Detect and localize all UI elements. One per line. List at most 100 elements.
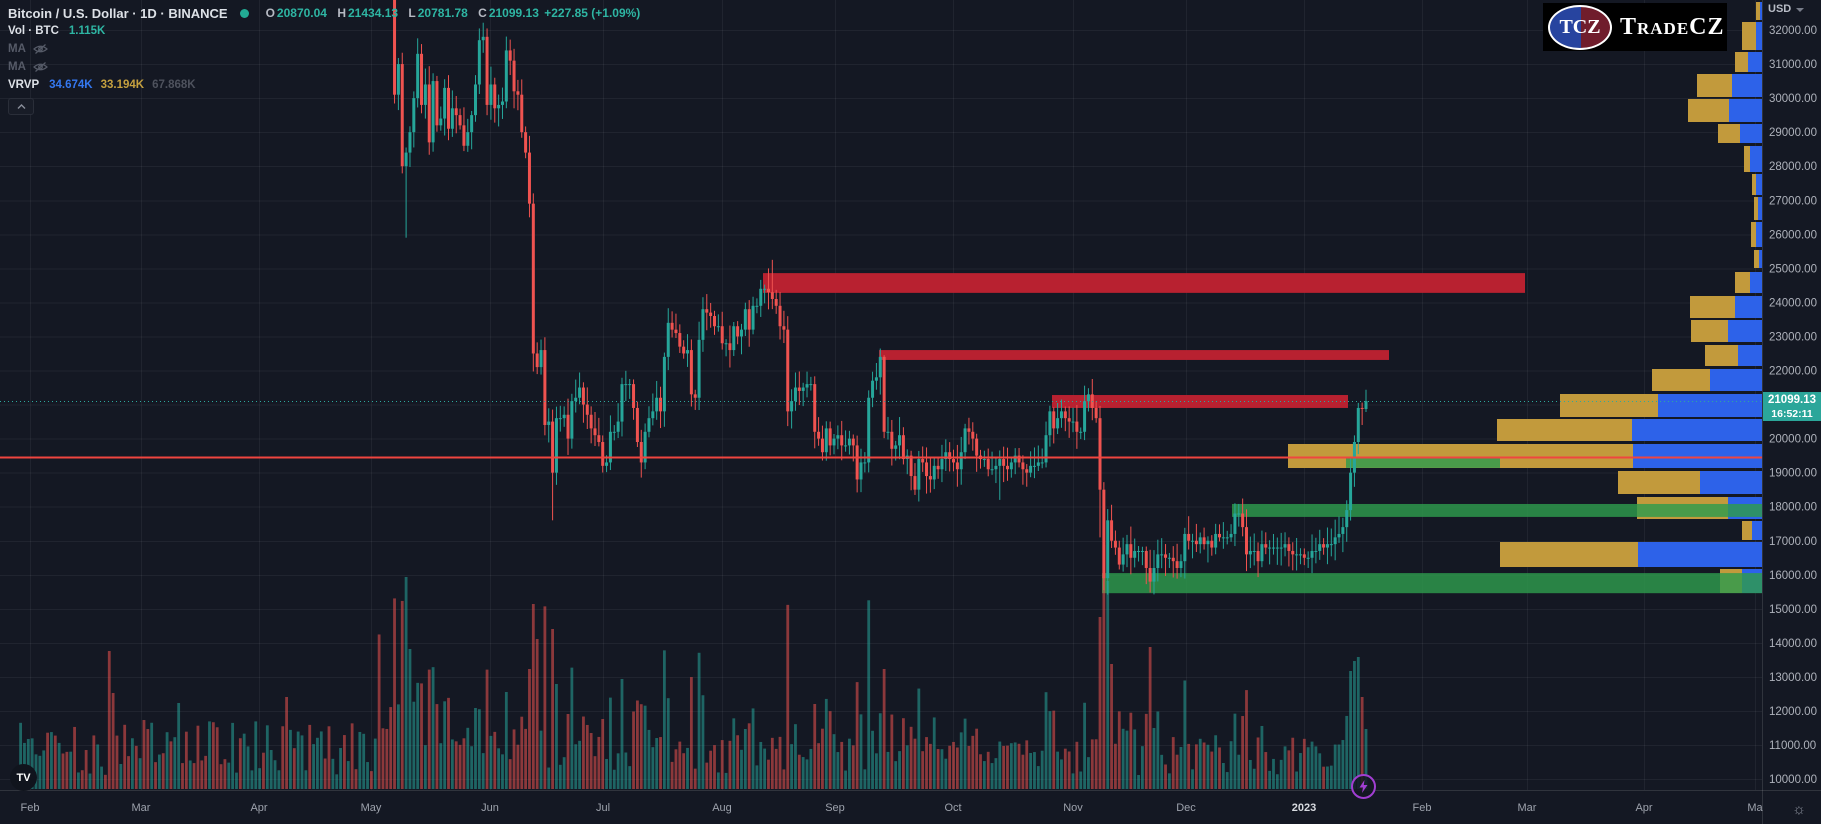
candle-body — [554, 418, 558, 473]
volume-bar — [555, 684, 558, 789]
candle-body — [1152, 567, 1156, 582]
volume-bar — [316, 737, 319, 789]
volume-bar — [1260, 725, 1264, 789]
volume-bar — [948, 745, 952, 789]
vrvp-value-buy: 34.674K — [49, 79, 93, 91]
volume-bar — [1364, 729, 1368, 789]
volume-bar — [1191, 769, 1194, 789]
symbol-title[interactable]: Bitcoin / U.S. Dollar · 1D · BINANCE — [8, 5, 228, 21]
vp-row-buy — [1700, 471, 1762, 494]
vp-row-sell — [1735, 272, 1750, 293]
eye-off-icon[interactable] — [32, 61, 48, 73]
tradingview-logo-icon[interactable]: TV — [10, 764, 37, 791]
volume-bar — [1349, 671, 1352, 789]
candle-body — [470, 115, 474, 133]
candle-body — [1268, 547, 1272, 549]
candle-body — [805, 384, 809, 388]
zones-layer[interactable] — [763, 273, 1762, 594]
vp-row-sell — [1691, 320, 1728, 342]
volume-bar — [1009, 743, 1013, 789]
volume-bar — [1272, 758, 1275, 789]
volume-bar — [516, 744, 520, 789]
last-price-tag[interactable]: 21099.13 16:52:11 — [1763, 392, 1821, 421]
candle-body — [423, 84, 427, 105]
demand-zone[interactable] — [1346, 456, 1500, 468]
volume-bar — [1141, 746, 1144, 789]
volume-indicator-label[interactable]: Vol · BTC — [8, 25, 59, 37]
volume-bar — [188, 760, 192, 789]
ma-indicator-label[interactable]: MA — [8, 61, 26, 73]
price-tick-label: 20000.00 — [1769, 434, 1817, 446]
candle-body — [601, 442, 605, 466]
eye-off-icon[interactable] — [32, 43, 48, 55]
vp-row-buy — [1756, 22, 1762, 50]
candle-body — [670, 322, 674, 330]
volume-bar — [535, 639, 539, 789]
volume-bar — [1194, 744, 1198, 789]
candle-body — [659, 397, 663, 412]
candle-body — [666, 322, 670, 357]
lines-layer[interactable] — [0, 401, 1762, 459]
legend-collapse-button[interactable] — [8, 98, 34, 115]
volume-bar — [855, 682, 859, 789]
candle-body — [1110, 520, 1114, 541]
volume-bar — [824, 698, 828, 789]
volume-bar — [1206, 744, 1210, 789]
candle-body — [497, 104, 501, 109]
volume-bar — [643, 705, 647, 789]
volume-bar — [443, 701, 447, 789]
time-axis[interactable]: Feb Mar Apr May Jun Jul Aug Sep Oct Nov Dec 2023 Feb… — [21, 802, 1764, 814]
candle-body — [1210, 540, 1214, 548]
candle-body — [755, 305, 759, 307]
volume-bar — [1067, 751, 1071, 789]
vp-row-sell — [1560, 394, 1658, 417]
volume-bar — [1079, 771, 1083, 789]
volume-bar — [396, 704, 400, 789]
axis-settings-button[interactable]: ☼ — [1792, 800, 1806, 818]
candle-body — [647, 418, 651, 432]
candle-body — [624, 384, 628, 386]
candle-body — [1102, 489, 1106, 579]
volume-bar — [1071, 773, 1075, 789]
volume-bar — [840, 741, 844, 789]
candle-body — [1083, 401, 1087, 432]
lightning-trade-icon[interactable] — [1351, 774, 1376, 799]
candle-body — [928, 476, 932, 480]
volume-bar — [994, 758, 998, 789]
candle-body — [477, 40, 481, 85]
supply-zone[interactable] — [879, 350, 1389, 360]
candle-body — [574, 397, 578, 402]
vp-row-buy — [1632, 419, 1762, 441]
volume-bar — [1052, 710, 1056, 789]
candle-body — [558, 418, 562, 420]
candle-body — [913, 476, 917, 490]
volume-bar — [385, 728, 389, 789]
volume-bar — [836, 752, 840, 789]
volume-bar — [589, 733, 593, 789]
supply-zone[interactable] — [763, 273, 1525, 293]
volume-bar — [1360, 697, 1364, 789]
volume-bar — [716, 772, 720, 789]
candle-body — [1191, 540, 1195, 542]
candle-body — [967, 428, 971, 432]
candle-body — [527, 152, 531, 204]
demand-zone[interactable] — [1102, 573, 1762, 594]
candle-body — [1079, 431, 1083, 433]
vp-row-buy — [1738, 345, 1762, 366]
volume-bar — [952, 741, 955, 789]
volume-bar — [1083, 702, 1086, 789]
volume-bar — [1337, 744, 1341, 789]
demand-zone[interactable] — [1232, 503, 1762, 517]
market-status-dot[interactable] — [239, 8, 249, 18]
ma-indicator-label[interactable]: MA — [8, 43, 26, 55]
volume-bar — [1345, 715, 1349, 789]
candle-body — [836, 435, 840, 439]
vp-row-sell — [1652, 369, 1710, 391]
candle-body — [1171, 557, 1175, 562]
volume-bar — [497, 748, 501, 789]
candle-body — [1287, 544, 1291, 551]
currency-selector[interactable]: USD — [1768, 3, 1805, 15]
vrvp-indicator-label[interactable]: VRVP — [8, 79, 40, 91]
candle-body — [716, 326, 720, 328]
